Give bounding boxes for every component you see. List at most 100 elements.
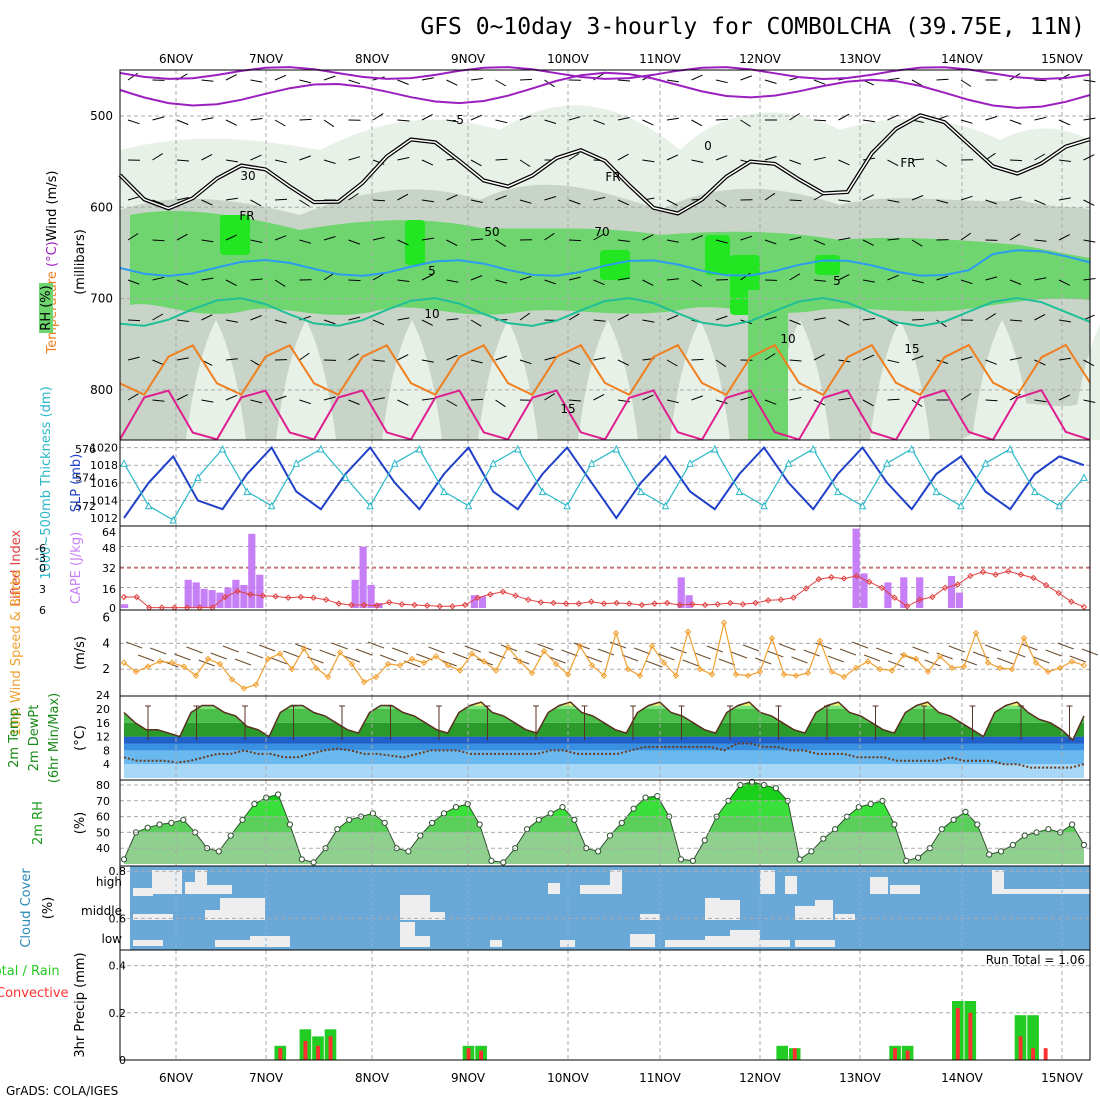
- wind-barb: [740, 396, 753, 401]
- rh-bright-spot: [815, 255, 840, 275]
- wind-barb: [813, 239, 826, 246]
- thickness-tick-label: 576: [75, 443, 96, 456]
- precip-convective-bar: [905, 1050, 910, 1060]
- wind-barb: [862, 318, 875, 321]
- wind-speed-marker: [216, 660, 224, 668]
- lifted-index-marker: [525, 596, 532, 603]
- temp-band: [124, 764, 1084, 778]
- cloud-cover-block: [992, 870, 1004, 894]
- wind-speed-marker: [900, 651, 908, 659]
- surface-wind-barb: [355, 648, 373, 656]
- wind-barb: [397, 354, 409, 361]
- wind-barb: [887, 199, 900, 203]
- wind-speed-marker: [300, 645, 308, 652]
- wind-speed-marker: [696, 665, 704, 673]
- wind-barb: [862, 194, 875, 201]
- temp-tick-label: 12: [96, 731, 110, 744]
- wind-tick-label: 4: [102, 636, 110, 650]
- wind-barb: [470, 159, 482, 167]
- surface-wind-barb: [658, 653, 675, 661]
- wind-barb: [887, 274, 899, 281]
- lifted-index-marker: [891, 594, 898, 601]
- cloud-cover-block: [890, 885, 920, 894]
- temp-contour-minus10: [119, 66, 1091, 81]
- wind-barb: [201, 277, 214, 281]
- cape-bar: [248, 533, 256, 608]
- rh-marker: [120, 856, 128, 863]
- lifted-index-marker: [474, 594, 481, 601]
- bottom-day-label: 7NOV: [249, 1071, 284, 1085]
- wind-barb: [372, 113, 384, 121]
- rh-line: [123, 781, 1085, 863]
- wind-barb: [593, 119, 605, 125]
- wind-barb: [323, 119, 335, 128]
- cloud-cover-block: [795, 940, 835, 947]
- wind-barb: [225, 358, 238, 361]
- surface-wind-barb: [742, 644, 760, 652]
- rh-marker: [346, 816, 353, 823]
- surface-wind-barb: [670, 646, 687, 654]
- thickness-marker: [686, 459, 694, 467]
- wind-barb: [1058, 234, 1070, 241]
- wind-barb: [250, 278, 263, 281]
- wind-barb: [250, 199, 262, 207]
- wind-barb: [519, 275, 532, 281]
- cloud-cover-block: [133, 940, 163, 946]
- surface-wind-barb: [367, 641, 385, 649]
- contour-label: 0: [704, 139, 712, 153]
- thickness-marker: [366, 501, 374, 510]
- surface-wind-barb: [948, 645, 965, 653]
- thickness-marker: [784, 459, 793, 467]
- contour-label: 5: [428, 264, 436, 278]
- wind-speed-marker: [288, 665, 296, 673]
- lifted-index-marker: [373, 602, 380, 609]
- wind-barb: [789, 159, 801, 165]
- surface-wind-barb: [561, 649, 578, 657]
- pressure-tick-label: 600: [90, 200, 113, 214]
- wind-barb: [764, 399, 777, 405]
- lifted-index-marker: [929, 593, 936, 601]
- wind-speed-marker: [828, 668, 836, 675]
- surface-wind-barb: [791, 656, 808, 664]
- precip-convective-bar: [955, 1008, 960, 1060]
- temp-line: [123, 701, 1085, 742]
- wind-barb: [789, 359, 802, 362]
- wind-speed-marker: [780, 671, 788, 678]
- wind-barb: [372, 397, 385, 401]
- wind-barb: [985, 199, 997, 205]
- wind-barb: [838, 319, 850, 326]
- wind-barb: [985, 399, 998, 402]
- wind-barb: [299, 352, 310, 361]
- wind-barb: [323, 159, 336, 164]
- lifted-index-marker: [221, 593, 229, 601]
- wind-barb: [691, 279, 703, 287]
- wind-barb: [544, 196, 557, 201]
- top-day-label: 13NOV: [839, 52, 881, 66]
- cloud-cover-block: [205, 910, 220, 920]
- precip-convective-bar: [316, 1045, 320, 1060]
- cape-bar: [200, 588, 208, 608]
- wind-barb: [470, 238, 484, 241]
- wind-barb: [715, 239, 728, 244]
- surface-wind-barb: [379, 654, 397, 662]
- wind-speed-marker: [180, 663, 188, 670]
- lifted-index-marker: [790, 594, 797, 601]
- wind-barb: [225, 119, 238, 126]
- rh-marker: [950, 816, 957, 823]
- wind-barb: [421, 398, 434, 401]
- wind-speed-marker: [348, 660, 356, 668]
- wind-barb: [176, 159, 190, 162]
- lifted-index-marker: [196, 604, 203, 611]
- wind-barb: [421, 237, 434, 241]
- rh-marker: [832, 826, 839, 833]
- thickness-marker: [120, 459, 128, 467]
- surface-wind-barb: [779, 643, 796, 651]
- wind-barb: [1034, 116, 1047, 121]
- wind-barb: [666, 239, 679, 243]
- cloud-cover-block: [730, 930, 760, 947]
- wind-barb: [421, 274, 434, 281]
- wind-barb: [617, 239, 630, 242]
- temp-band: [124, 736, 1084, 744]
- wind-barb: [127, 233, 139, 241]
- wind-barb: [152, 276, 165, 281]
